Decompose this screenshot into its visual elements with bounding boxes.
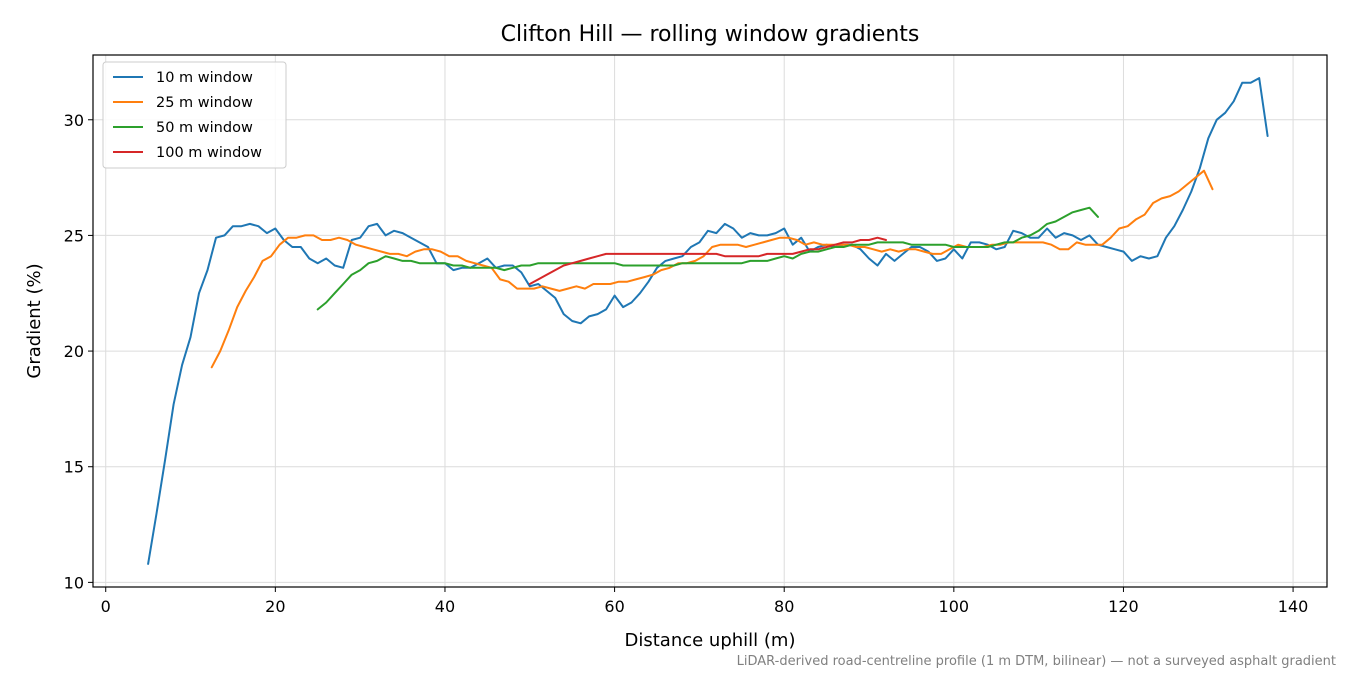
plot-frame <box>92 54 1328 588</box>
footnote: LiDAR-derived road-centreline profile (1… <box>737 654 1336 669</box>
x-tick-label: 40 <box>435 597 455 616</box>
legend-label-2: 25 m window <box>156 95 253 111</box>
y-tick-label: 15 <box>64 458 84 477</box>
x-tick-label: 80 <box>774 597 794 616</box>
y-tick-label: 25 <box>64 226 84 245</box>
x-tick-label: 0 <box>101 597 111 616</box>
grid-lines <box>93 55 1327 587</box>
series-line-4 <box>528 236 887 285</box>
series-line-1 <box>147 77 1269 565</box>
y-tick-label: 30 <box>64 111 84 130</box>
x-axis-ticks: 0 20 40 60 80 100 120 140 <box>101 587 1309 616</box>
legend-label-3: 50 m window <box>156 120 253 136</box>
y-tick-label: 10 <box>64 573 84 592</box>
series-line-3 <box>316 206 1099 311</box>
y-tick-label: 20 <box>64 342 84 361</box>
y-axis-ticks: 10 15 20 25 30 <box>64 111 93 592</box>
x-tick-label: 20 <box>265 597 285 616</box>
x-tick-label: 100 <box>939 597 970 616</box>
series-lines <box>147 77 1269 565</box>
legend-label-1: 10 m window <box>156 70 253 86</box>
chart-title: Clifton Hill — rolling window gradients <box>501 22 920 47</box>
x-axis-label: Distance uphill (m) <box>625 630 796 651</box>
legend-box <box>102 61 287 169</box>
series-line-2 <box>210 169 1214 369</box>
x-tick-label: 120 <box>1108 597 1139 616</box>
x-tick-label: 140 <box>1278 597 1309 616</box>
x-tick-label: 60 <box>604 597 624 616</box>
y-axis-label: Gradient (%) <box>24 263 45 378</box>
legend-label-4: 100 m window <box>156 145 262 161</box>
legend: 10 m window 25 m window 50 m window 100 m w… <box>102 61 287 169</box>
